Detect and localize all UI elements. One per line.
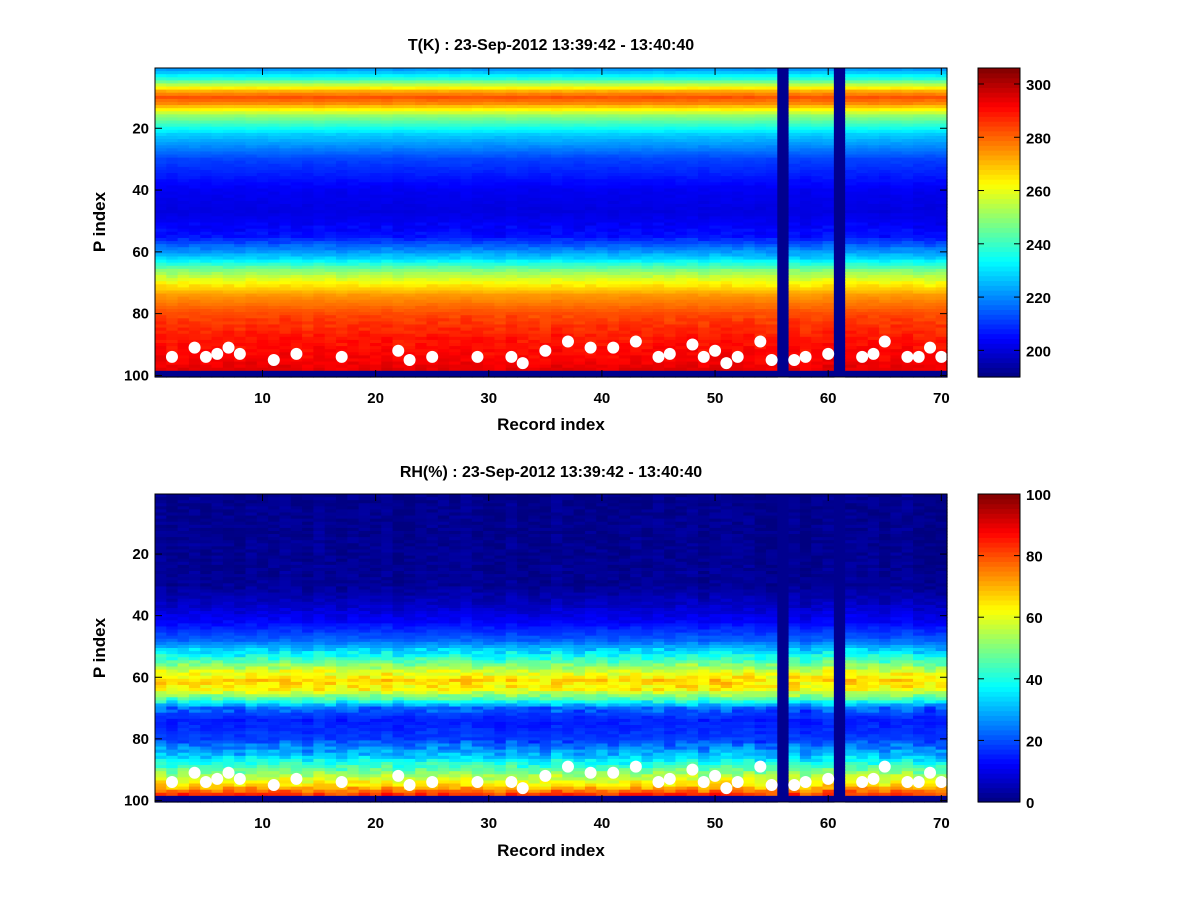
temperature-heatmap [155, 68, 948, 378]
temperature-panel: T(K) : 23-Sep-2012 13:39:42 - 13:40:40 1… [90, 37, 1051, 434]
temperature-title: T(K) : 23-Sep-2012 13:39:42 - 13:40:40 [408, 37, 694, 54]
